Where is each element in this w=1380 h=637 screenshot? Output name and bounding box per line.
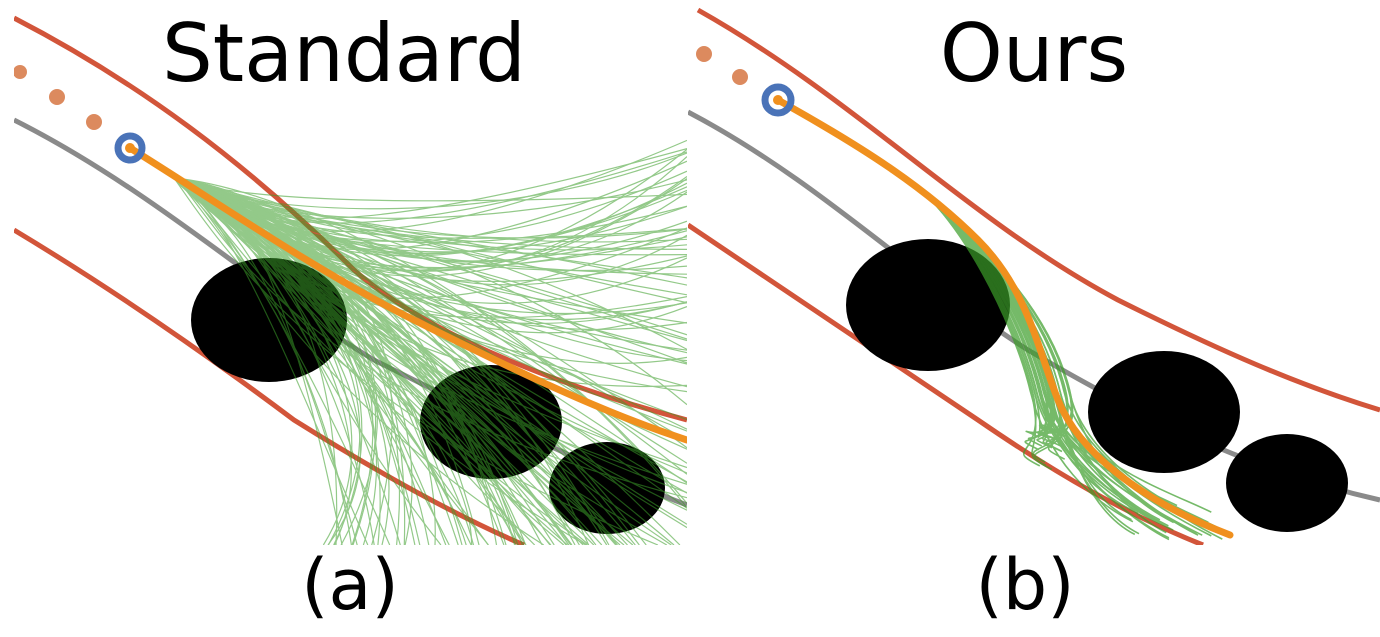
panel-title-standard: Standard bbox=[162, 7, 526, 100]
sampled-trajectory bbox=[173, 177, 587, 545]
sampled-trajectories bbox=[173, 139, 687, 545]
history-dot bbox=[49, 89, 65, 105]
obstacle bbox=[1088, 351, 1240, 473]
panel-standard-canvas bbox=[14, 15, 687, 545]
history-dot bbox=[14, 65, 27, 79]
ego-center bbox=[125, 143, 135, 153]
ego-center bbox=[773, 95, 783, 105]
planned-path bbox=[774, 96, 1234, 539]
sampled-trajectory bbox=[912, 184, 1054, 440]
road-boundary-bottom bbox=[688, 222, 1204, 545]
sampled-trajectory bbox=[173, 177, 687, 277]
sampled-trajectory bbox=[173, 177, 672, 545]
sampled-trajectory bbox=[173, 177, 545, 545]
history-dots bbox=[696, 46, 748, 85]
planned-path bbox=[126, 144, 687, 444]
obstacle bbox=[846, 239, 1010, 371]
panel-standard bbox=[14, 0, 687, 545]
history-dot bbox=[86, 114, 102, 130]
panel-caption-b: (b) bbox=[975, 544, 1075, 626]
history-dot bbox=[732, 69, 748, 85]
sampled-trajectory bbox=[912, 184, 1062, 443]
obstacle bbox=[1226, 434, 1348, 532]
road-boundary-bottom bbox=[14, 227, 525, 545]
panel-ours-canvas bbox=[688, 7, 1380, 545]
ego-marker bbox=[114, 132, 146, 164]
panel-ours bbox=[688, 0, 1380, 545]
sampled-trajectory bbox=[173, 177, 687, 286]
panel-title-ours: Ours bbox=[939, 7, 1129, 100]
sampled-trajectory bbox=[173, 177, 687, 362]
sampled-trajectory bbox=[173, 177, 361, 545]
panel-caption-a: (a) bbox=[301, 544, 399, 626]
history-dots bbox=[14, 65, 102, 130]
ego-marker bbox=[761, 83, 795, 117]
history-dot bbox=[696, 46, 712, 62]
road-boundary-top bbox=[696, 7, 1380, 413]
